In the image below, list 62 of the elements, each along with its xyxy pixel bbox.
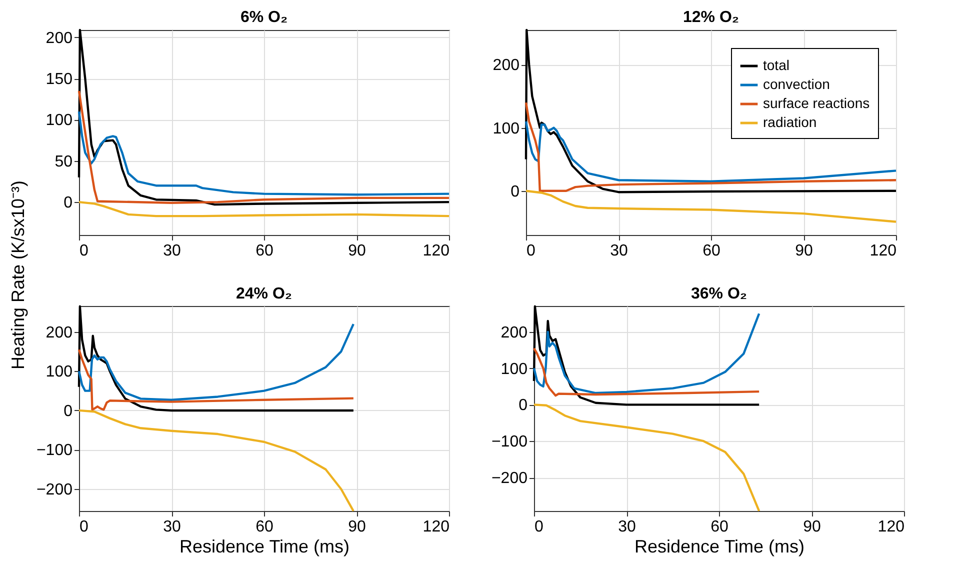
line-series (532, 305, 760, 406)
line-series (78, 110, 450, 196)
legend-label: total (763, 57, 790, 73)
legend-label: surface reactions (763, 95, 870, 111)
chart-title: 12% O₂ (682, 8, 740, 26)
y-tick-label: 200 (46, 324, 73, 342)
x-tick-label: 120 (422, 518, 450, 536)
line-series (532, 312, 760, 394)
line-series (78, 305, 355, 412)
y-tick-label: 100 (46, 364, 73, 381)
y-tick-label: 200 (46, 30, 73, 47)
chart-title: 6% O₂ (240, 8, 288, 26)
chart-title: 24% O₂ (236, 285, 292, 302)
line-series (78, 28, 450, 206)
line-series (524, 28, 898, 194)
y-tick-label: 0 (518, 397, 528, 414)
y-tick-label: −100 (491, 434, 528, 451)
x-tick-label: 30 (618, 518, 636, 536)
y-tick-label: 0 (64, 402, 73, 420)
line-series (78, 90, 450, 204)
x-tick-label: 0 (534, 518, 544, 536)
line-series (524, 190, 898, 223)
x-axis-title: Residence Time (ms) (634, 536, 805, 556)
y-tick-label: 200 (492, 57, 520, 74)
y-tick-label: −100 (36, 442, 73, 460)
x-tick-label: 90 (803, 518, 821, 536)
x-tick-label: 60 (256, 518, 274, 536)
x-tick-label: 30 (163, 518, 181, 536)
x-tick-label: 60 (710, 518, 728, 536)
y-tick-label: 0 (510, 183, 520, 200)
y-tick-label: 0 (64, 194, 73, 212)
x-tick-label: 30 (610, 242, 628, 260)
line-series (78, 200, 450, 218)
line-series (78, 322, 355, 401)
y-axis-title: Heating Rate (K/sx10⁻³) (8, 180, 28, 370)
x-tick-label: 120 (878, 518, 905, 536)
x-tick-label: 60 (256, 242, 274, 260)
line-series (532, 404, 760, 512)
y-tick-label: 100 (492, 120, 520, 138)
y-tick-label: 100 (500, 360, 528, 378)
y-tick-label: −200 (36, 482, 73, 499)
x-tick-label: 120 (422, 242, 450, 260)
legend-label: radiation (763, 114, 817, 130)
x-tick-label: 90 (348, 242, 366, 260)
legend-label: convection (763, 76, 830, 92)
y-tick-label: 100 (46, 112, 73, 130)
x-tick-label: 30 (163, 242, 181, 260)
line-series (78, 409, 355, 512)
y-tick-label: 150 (46, 71, 73, 88)
chart-title: 36% O₂ (690, 285, 748, 302)
y-tick-label: 200 (500, 324, 528, 342)
y-tick-label: −200 (491, 470, 528, 487)
line-series (532, 347, 760, 397)
line-series (78, 348, 355, 411)
x-tick-label: 60 (702, 242, 720, 260)
x-axis-title: Residence Time (ms) (179, 536, 350, 556)
x-tick-label: 0 (80, 518, 88, 536)
x-tick-label: 90 (348, 518, 366, 536)
x-tick-label: 90 (795, 242, 813, 260)
x-tick-label: 0 (80, 242, 88, 260)
x-tick-label: 120 (870, 242, 897, 260)
y-tick-label: 50 (54, 153, 73, 170)
